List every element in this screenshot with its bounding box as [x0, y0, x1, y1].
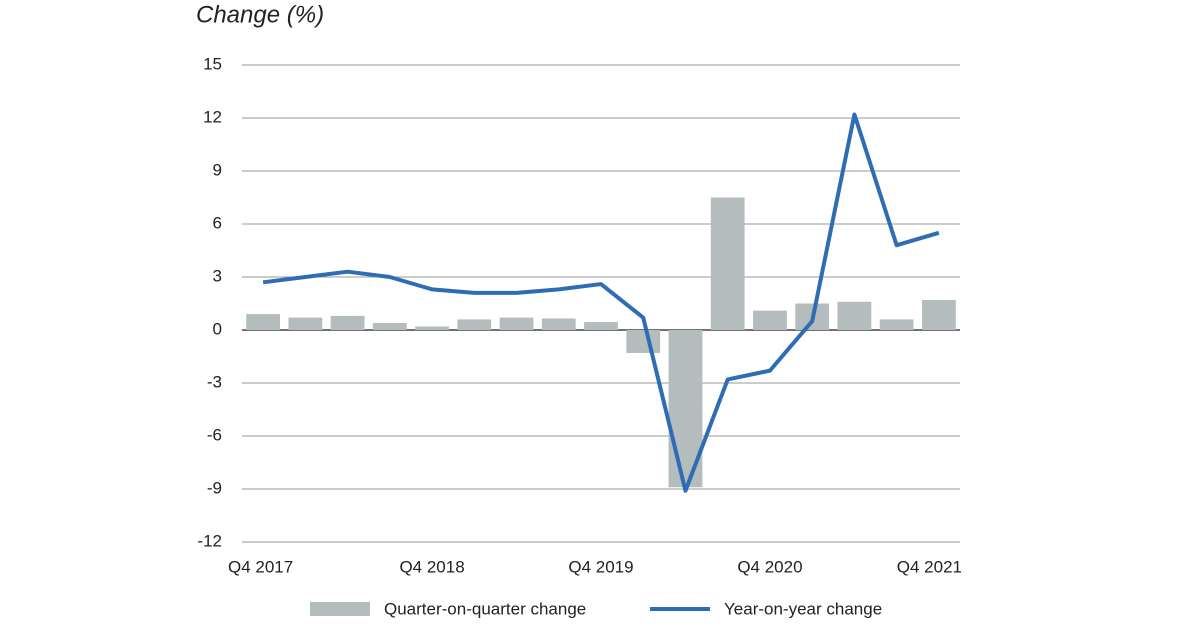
x-tick-label: Q4 2018 — [399, 557, 464, 576]
y-axis-label: Change (%) — [196, 1, 324, 28]
bar — [710, 197, 745, 330]
bar — [879, 319, 914, 330]
bar — [753, 310, 787, 330]
bar — [330, 315, 365, 330]
y-tick-label: 12 — [203, 107, 222, 126]
y-tick-label: 3 — [213, 266, 222, 285]
legend-label: Year-on-year change — [724, 599, 882, 618]
y-tick-label: -3 — [207, 372, 222, 391]
legend-swatch — [310, 602, 370, 616]
y-tick-label: -6 — [207, 425, 222, 444]
bar — [457, 319, 492, 330]
bar — [837, 301, 872, 330]
bar — [584, 322, 618, 330]
bar — [626, 330, 661, 353]
x-tick-label: Q4 2019 — [568, 557, 633, 576]
bar — [499, 317, 534, 330]
bar — [246, 314, 281, 330]
y-tick-label: 15 — [203, 54, 222, 73]
y-tick-label: 9 — [213, 160, 222, 179]
y-tick-label: 6 — [213, 213, 222, 232]
x-tick-label: Q4 2017 — [228, 557, 293, 576]
bar — [921, 299, 956, 330]
legend-label: Quarter-on-quarter change — [384, 599, 586, 618]
x-tick-label: Q4 2021 — [897, 557, 962, 576]
bar — [372, 322, 407, 330]
y-tick-label: -9 — [207, 478, 222, 497]
y-tick-label: -12 — [197, 531, 222, 550]
bar — [288, 317, 323, 330]
y-tick-label: 0 — [213, 319, 222, 338]
x-tick-label: Q4 2020 — [737, 557, 802, 576]
bar — [541, 318, 576, 330]
line — [262, 112, 940, 493]
bar — [415, 326, 449, 330]
